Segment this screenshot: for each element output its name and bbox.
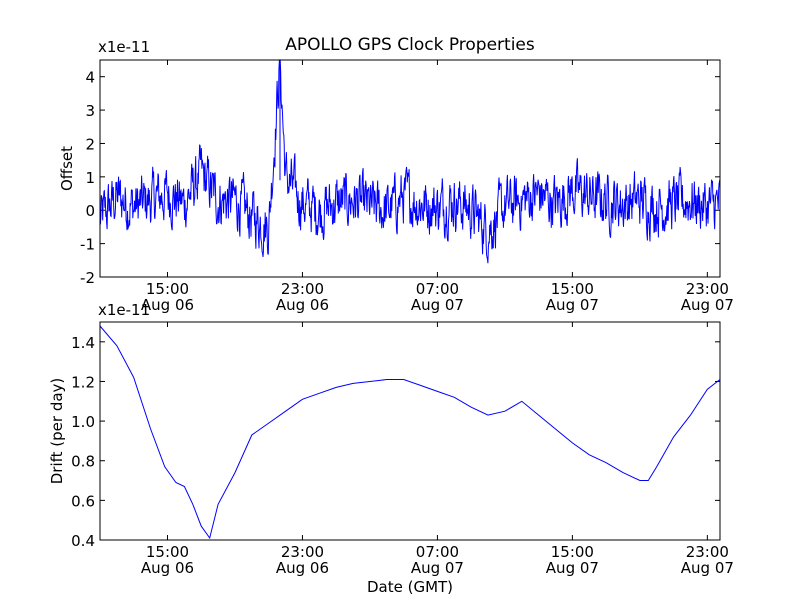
- x-tick-label-date: Aug 07: [681, 559, 734, 577]
- drift-y-scale-label: x1e-11: [98, 301, 150, 319]
- x-tick-label-time: 15:00: [146, 543, 189, 561]
- y-tick-label: -2: [80, 269, 95, 287]
- drift-series-line: [99, 325, 721, 540]
- x-tick-label-time: 23:00: [686, 280, 729, 298]
- y-tick-label: 2: [85, 135, 95, 153]
- offset-y-scale-label: x1e-11: [98, 38, 150, 56]
- offset-series-line: [99, 59, 721, 264]
- x-tick-label-date: Aug 06: [276, 296, 329, 314]
- y-tick-label: -1: [80, 236, 95, 254]
- offset-y-axis-label: Offset: [58, 146, 76, 191]
- chart-title: APOLLO GPS Clock Properties: [285, 35, 535, 55]
- offset-ticks: [100, 60, 720, 278]
- drift-x-axis-label: Date (GMT): [367, 578, 453, 596]
- x-tick-label-date: Aug 06: [141, 296, 194, 314]
- x-tick-label-time: 23:00: [281, 280, 324, 298]
- x-tick-label-time: 23:00: [281, 543, 324, 561]
- x-tick-label-date: Aug 07: [546, 559, 599, 577]
- y-tick-label: 0.4: [71, 532, 95, 550]
- x-tick-label-time: 23:00: [686, 543, 729, 561]
- x-tick-label-time: 07:00: [416, 280, 459, 298]
- x-tick-label-time: 15:00: [146, 280, 189, 298]
- x-tick-label-time: 07:00: [416, 543, 459, 561]
- y-tick-label: 3: [85, 102, 95, 120]
- x-tick-label-time: 15:00: [551, 543, 594, 561]
- x-tick-label-time: 15:00: [551, 280, 594, 298]
- x-tick-label-date: Aug 07: [411, 559, 464, 577]
- y-tick-label: 0.6: [71, 492, 95, 510]
- y-tick-label: 1.2: [71, 373, 95, 391]
- y-tick-label: 0: [85, 202, 95, 220]
- x-tick-label-date: Aug 07: [681, 296, 734, 314]
- drift-plot-frame: [99, 321, 721, 541]
- y-tick-label: 0.8: [71, 453, 95, 471]
- x-tick-label-date: Aug 06: [141, 559, 194, 577]
- y-tick-label: 1.0: [71, 413, 95, 431]
- y-tick-label: 4: [85, 69, 95, 87]
- drift-y-axis-label: Drift (per day): [48, 378, 66, 485]
- y-tick-label: 1.4: [71, 334, 95, 352]
- x-tick-label-date: Aug 06: [276, 559, 329, 577]
- offset-plot-frame: [99, 59, 721, 278]
- x-tick-label-date: Aug 07: [411, 296, 464, 314]
- x-tick-label-date: Aug 07: [546, 296, 599, 314]
- y-tick-label: 1: [85, 169, 95, 187]
